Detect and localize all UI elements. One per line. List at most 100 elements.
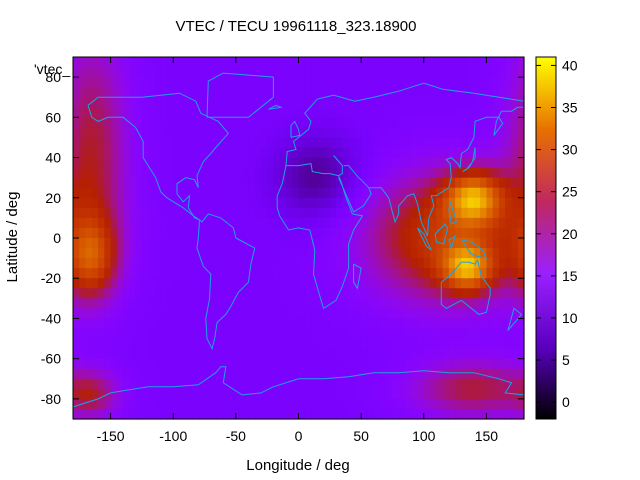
heatmap-cell (279, 408, 287, 420)
heatmap-cell (279, 328, 287, 340)
heatmap-cell (254, 378, 262, 390)
heatmap-cell (442, 268, 450, 279)
heatmap-cell (367, 378, 375, 390)
heatmap-cell (223, 358, 231, 370)
heatmap-cell (398, 308, 406, 320)
heatmap-cell (254, 107, 262, 118)
heatmap-cell (348, 258, 356, 269)
heatmap-cell (166, 358, 174, 370)
heatmap-cell (398, 137, 406, 149)
heatmap-cell (392, 167, 400, 179)
heatmap-cell (417, 217, 425, 229)
heatmap-cell (198, 97, 206, 108)
heatmap-cell (505, 268, 513, 279)
heatmap-cell (204, 167, 212, 179)
heatmap-cell (116, 177, 124, 189)
heatmap-cell (430, 298, 437, 309)
heatmap-cell (173, 87, 181, 98)
heatmap-cell (354, 177, 362, 189)
heatmap-cell (235, 57, 243, 68)
heatmap-cell (104, 97, 112, 108)
heatmap-cell (329, 207, 337, 219)
heatmap-cell (354, 77, 362, 88)
heatmap-cell (486, 117, 494, 128)
heatmap-cell (404, 378, 412, 390)
heatmap-cell (498, 177, 506, 189)
heatmap-cell (273, 378, 281, 390)
heatmap-cell (104, 338, 112, 350)
heatmap-cell (235, 117, 243, 128)
heatmap-cell (129, 308, 137, 320)
heatmap-cell (104, 368, 112, 380)
heatmap-cell (423, 67, 431, 78)
heatmap-cell (179, 167, 187, 179)
heatmap-cell (267, 318, 275, 330)
heatmap-cell (329, 187, 337, 199)
heatmap-cell (154, 77, 162, 88)
heatmap-cell (492, 248, 500, 259)
y-tick-label: -40 (41, 310, 61, 326)
heatmap-cell (116, 258, 124, 269)
heatmap-cell (154, 368, 162, 380)
heatmap-cell (392, 117, 400, 128)
heatmap-cell (411, 127, 419, 139)
heatmap-cell (160, 238, 168, 249)
heatmap-cell (173, 358, 181, 370)
heatmap-cell (467, 207, 475, 219)
heatmap-cell (185, 278, 193, 289)
heatmap-cell (248, 318, 256, 330)
heatmap-cell (148, 278, 156, 289)
heatmap-cell (135, 57, 143, 68)
heatmap-cell (486, 328, 494, 340)
heatmap-cell (448, 258, 456, 269)
heatmap-cell (129, 248, 137, 259)
heatmap-cell (461, 107, 469, 118)
heatmap-cell (91, 328, 99, 340)
heatmap-cell (298, 107, 306, 118)
heatmap-cell (442, 278, 450, 289)
heatmap-cell (411, 248, 419, 259)
heatmap-cell (73, 107, 80, 118)
heatmap-cell (367, 157, 375, 169)
heatmap-cell (467, 77, 475, 88)
heatmap-cell (480, 258, 488, 269)
heatmap-cell (480, 408, 488, 420)
heatmap-cell (505, 137, 513, 149)
heatmap-cell (260, 338, 268, 350)
heatmap-cell (229, 137, 237, 149)
heatmap-cell (304, 157, 312, 169)
heatmap-cell (129, 288, 137, 299)
heatmap-cell (329, 298, 337, 309)
heatmap-cell (273, 147, 281, 159)
heatmap-cell (298, 238, 306, 249)
heatmap-cell (123, 77, 130, 88)
heatmap-cell (116, 268, 124, 279)
heatmap-cell (455, 197, 462, 209)
heatmap-cell (298, 358, 306, 370)
heatmap-cell (373, 157, 381, 169)
heatmap-cell (517, 358, 525, 370)
heatmap-cell (336, 268, 343, 279)
heatmap-cell (336, 227, 343, 239)
heatmap-cell (192, 278, 199, 289)
heatmap-cell (392, 147, 400, 159)
heatmap-cell (273, 308, 281, 320)
heatmap-cell (323, 238, 331, 249)
heatmap-cell (267, 187, 275, 199)
heatmap-cell (292, 187, 300, 199)
heatmap-cell (317, 197, 325, 209)
heatmap-cell (254, 388, 262, 400)
heatmap-cell (135, 77, 143, 88)
heatmap-cell (229, 388, 237, 400)
heatmap-cell (430, 177, 437, 189)
heatmap-cell (123, 217, 130, 229)
heatmap-cell (229, 278, 237, 289)
heatmap-cell (116, 157, 124, 169)
heatmap-cell (505, 107, 513, 118)
heatmap-cell (273, 238, 281, 249)
heatmap-cell (116, 147, 124, 159)
heatmap-cell (129, 57, 137, 68)
heatmap-cell (386, 278, 394, 289)
heatmap-cell (461, 368, 469, 380)
heatmap-cell (505, 328, 513, 340)
